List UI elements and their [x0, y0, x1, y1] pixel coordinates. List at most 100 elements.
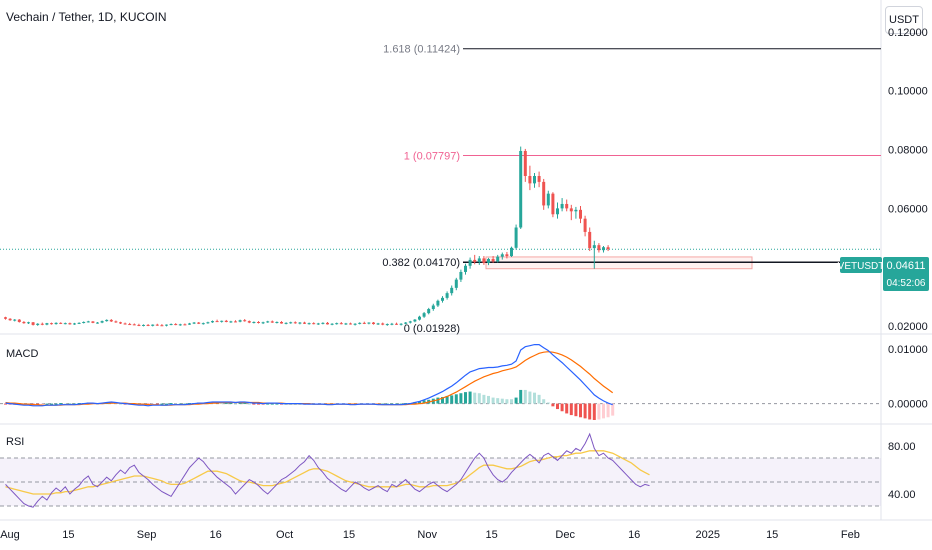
candle-body: [266, 321, 270, 323]
candle-body: [510, 247, 513, 257]
macd-histogram-bar: [243, 403, 247, 405]
candle-body: [496, 256, 500, 262]
candle-body: [381, 323, 385, 325]
fib-level-label: 0 (0.01928): [404, 323, 460, 335]
candle-body: [464, 265, 467, 272]
price-badge-value: 0.04611: [887, 260, 926, 272]
macd-histogram-bar: [160, 403, 164, 405]
macd-histogram-bar: [611, 403, 615, 416]
candle-body: [142, 324, 145, 326]
candle-body: [146, 324, 150, 326]
candle-body: [197, 322, 201, 324]
candle-body: [413, 319, 417, 322]
time-tick-label: 15: [62, 529, 74, 541]
candle-body: [4, 317, 7, 319]
candle-body: [441, 297, 444, 301]
candle-body: [574, 209, 578, 212]
candle-body: [326, 322, 329, 325]
candle-body: [206, 322, 210, 324]
macd-histogram-bar: [4, 403, 7, 405]
candle-body: [445, 293, 449, 298]
price-tick-label: 0.08000: [888, 145, 928, 157]
macd-histogram-bar: [445, 395, 449, 404]
candle-body: [123, 323, 127, 325]
macd-histogram-bar: [574, 403, 578, 417]
time-axis[interactable]: Aug 15 Sep 16 Oct 15 Nov 15 Dec 16 2025 15 Feb: [0, 529, 860, 541]
candle-body: [404, 322, 408, 324]
candle-body: [31, 322, 35, 325]
candle-body: [86, 321, 90, 323]
time-tick-label: 15: [343, 529, 355, 541]
candle-body: [477, 258, 481, 262]
macd-histogram-bar: [436, 397, 440, 404]
macd-histogram-bar: [275, 403, 279, 405]
candle-body: [289, 322, 293, 324]
macd-histogram-bar: [169, 403, 173, 405]
macd-title[interactable]: MACD: [6, 348, 39, 360]
candle-body: [316, 323, 320, 325]
candle-body: [280, 321, 283, 324]
time-tick-label: 15: [766, 529, 778, 541]
macd-histogram-bar: [583, 403, 587, 419]
candle-body: [36, 323, 40, 325]
macd-histogram-bar: [542, 399, 546, 404]
macd-histogram-bar: [588, 403, 592, 420]
candle-body: [183, 324, 187, 326]
candle-body: [592, 245, 596, 249]
time-tick-label: Aug: [0, 529, 20, 541]
candle-body: [68, 323, 72, 325]
time-tick-label: 16: [628, 529, 640, 541]
candle-body: [307, 323, 311, 325]
macd-histogram-bar: [234, 403, 237, 405]
time-tick-label: 16: [209, 529, 221, 541]
candle-body: [358, 322, 362, 324]
macd-histogram-bar: [252, 403, 256, 405]
candle-body: [165, 324, 168, 326]
candle-body: [362, 322, 366, 324]
candle-body: [13, 319, 17, 321]
macd-histogram-bar: [487, 395, 490, 404]
rsi-band-fill: [0, 458, 881, 506]
candle-body: [339, 323, 343, 325]
candle-body: [54, 322, 58, 325]
price-badge: [883, 257, 929, 291]
candle-body: [284, 322, 288, 324]
candle-body: [606, 247, 610, 250]
candle-body: [569, 208, 573, 212]
macd-histogram-bar: [496, 398, 500, 404]
price-axis[interactable]: 0.12000 0.10000 0.08000 0.06000 0.02000: [888, 27, 928, 333]
candle-body: [261, 322, 265, 324]
time-tick-label: Feb: [841, 529, 860, 541]
macd-histogram-bar: [119, 403, 122, 405]
macd-histogram-bar: [459, 393, 463, 404]
fib-level-label: 1.618 (0.11424): [383, 44, 460, 56]
candle-body: [372, 322, 375, 325]
candle-body: [418, 316, 421, 320]
candle-body: [473, 259, 477, 262]
candle-body: [298, 322, 302, 324]
candle-body: [560, 203, 564, 209]
time-tick-label: Dec: [555, 529, 575, 541]
candle-body: [50, 323, 53, 325]
candle-body: [528, 176, 532, 184]
candle-body: [211, 321, 214, 323]
macd-histogram-bar: [565, 403, 569, 414]
candle-body: [96, 322, 99, 324]
candle-body: [436, 300, 440, 306]
symbol-title[interactable]: Vechain / Tether, 1D, KUCOIN: [6, 10, 167, 24]
candle-body: [105, 319, 109, 322]
currency-button[interactable]: USDT: [885, 6, 923, 34]
macd-histogram-bar: [464, 392, 467, 404]
candle-body: [551, 193, 555, 215]
candle-body: [588, 231, 592, 249]
price-tick-label: 0.02000: [888, 321, 928, 333]
candle-body: [514, 227, 518, 248]
candle-body: [312, 323, 316, 325]
candle-body: [220, 320, 224, 322]
macd-histogram-bar: [40, 403, 44, 405]
candle-body: [533, 176, 536, 184]
rsi-title[interactable]: RSI: [6, 436, 25, 448]
candle-body: [353, 323, 357, 325]
macd-histogram-bar: [519, 389, 523, 404]
